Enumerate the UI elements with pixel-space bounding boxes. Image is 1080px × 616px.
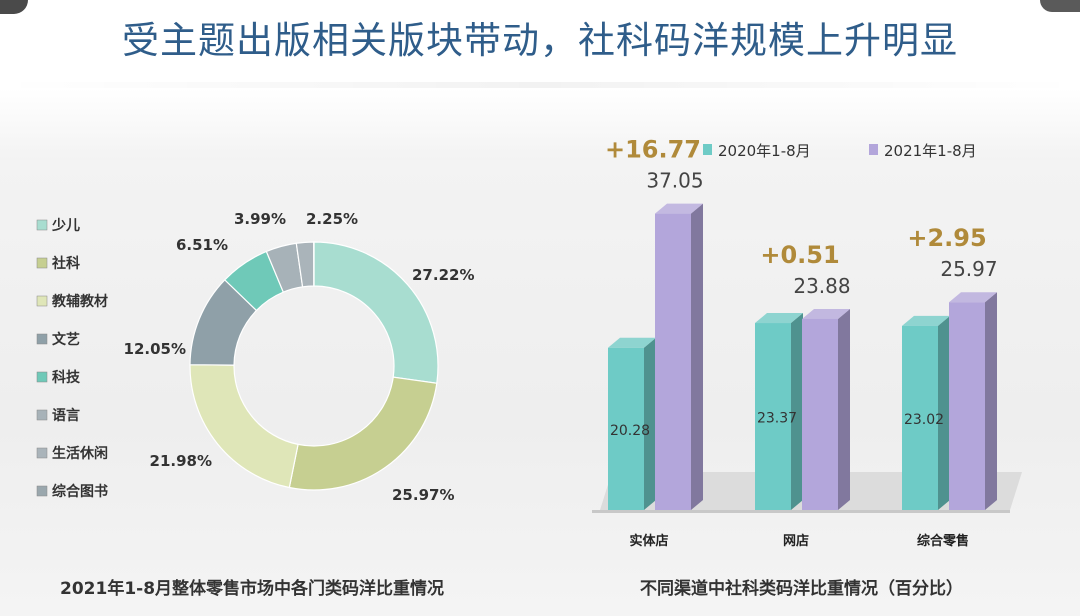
- bar-side-1-2: [791, 313, 803, 510]
- donut-label-5: 6.51%: [176, 236, 228, 254]
- bar-side-2-3: [985, 292, 997, 510]
- bar-legend-swatch-1: [703, 144, 712, 155]
- bar-1-2: [755, 323, 791, 510]
- donut-label-6: 3.99%: [234, 210, 286, 228]
- bar-floor-edge: [592, 510, 1010, 513]
- bar-delta-label-1: +16.77: [605, 136, 701, 164]
- bar-value-label-1-2: 23.37: [757, 411, 797, 427]
- bar-value-label-2-2: 23.88: [793, 274, 850, 298]
- donut-label-2: 25.97%: [392, 486, 454, 504]
- legend-swatch-8: [36, 485, 48, 497]
- bar-top-1-1: [608, 337, 656, 348]
- bar-2-3: [949, 302, 985, 510]
- bar-top-1-2: [755, 313, 803, 324]
- legend-label-2: 社科: [51, 255, 80, 272]
- title-band: [0, 82, 1080, 88]
- bar-value-label-1-3: 23.02: [904, 412, 944, 428]
- bar-delta-label-2: +0.51: [760, 241, 839, 269]
- legend-swatch-3: [36, 295, 48, 307]
- donut-slice-1: [313, 241, 439, 384]
- legend-label-8: 综合图书: [52, 483, 108, 500]
- legend-label-3: 教辅教材: [52, 293, 108, 310]
- bar-top-2-3: [949, 292, 997, 303]
- bar-category-label-3: 综合零售: [917, 533, 969, 549]
- donut-label-4: 12.05%: [124, 340, 186, 358]
- legend-swatch-6: [36, 409, 48, 421]
- bar-value-label-2-1: 37.05: [646, 169, 703, 193]
- donut-label-3: 21.98%: [150, 452, 212, 470]
- bar-value-label-2-3: 25.97: [940, 257, 997, 281]
- legend-swatch-5: [36, 371, 48, 383]
- bar-category-label-1: 实体店: [629, 533, 668, 549]
- legend-swatch-7: [36, 447, 48, 459]
- legend-label-4: 文艺: [52, 331, 80, 348]
- bar-side-1-3: [938, 315, 950, 510]
- bar-2-2: [802, 318, 838, 510]
- legend-swatch-2: [36, 257, 48, 269]
- bar-top-1-3: [902, 315, 950, 326]
- bar-top-2-1: [655, 203, 703, 214]
- bar-category-label-2: 网店: [783, 533, 809, 549]
- left-chart-caption: 2021年1-8月整体零售市场中各门类码洋比重情况: [60, 579, 445, 599]
- bar-legend-label-2: 2021年1-8月: [884, 142, 977, 160]
- bar-side-2-1: [691, 203, 703, 510]
- legend-label-1: 少儿: [51, 217, 80, 234]
- donut-label-7: 2.25%: [306, 210, 358, 228]
- legend-label-6: 语言: [52, 407, 80, 424]
- bar-top-2-2: [802, 308, 850, 319]
- page-title: 受主题出版相关版块带动，社科码洋规模上升明显: [122, 19, 958, 62]
- legend-swatch-4: [36, 333, 48, 345]
- bar-side-2-2: [838, 308, 850, 510]
- legend-label-5: 科技: [52, 369, 81, 386]
- bar-1-1: [608, 347, 644, 510]
- bar-1-3: [902, 325, 938, 510]
- legend-swatch-1: [36, 219, 48, 231]
- donut-slice-2: [288, 376, 438, 491]
- right-chart-caption: 不同渠道中社科类码洋比重情况（百分比）: [640, 579, 963, 599]
- legend-label-7: 生活休闲: [52, 445, 108, 462]
- corner-decoration: [0, 0, 28, 14]
- bar-delta-label-3: +2.95: [907, 224, 986, 252]
- bar-legend-label-1: 2020年1-8月: [718, 142, 811, 160]
- bar-value-label-1-1: 20.28: [610, 423, 650, 439]
- donut-label-1: 27.22%: [412, 266, 474, 284]
- bar-side-1-1: [644, 337, 656, 510]
- bar-legend-swatch-2: [869, 144, 878, 155]
- bar-2-1: [655, 213, 691, 510]
- corner-decoration-right: [1040, 0, 1080, 12]
